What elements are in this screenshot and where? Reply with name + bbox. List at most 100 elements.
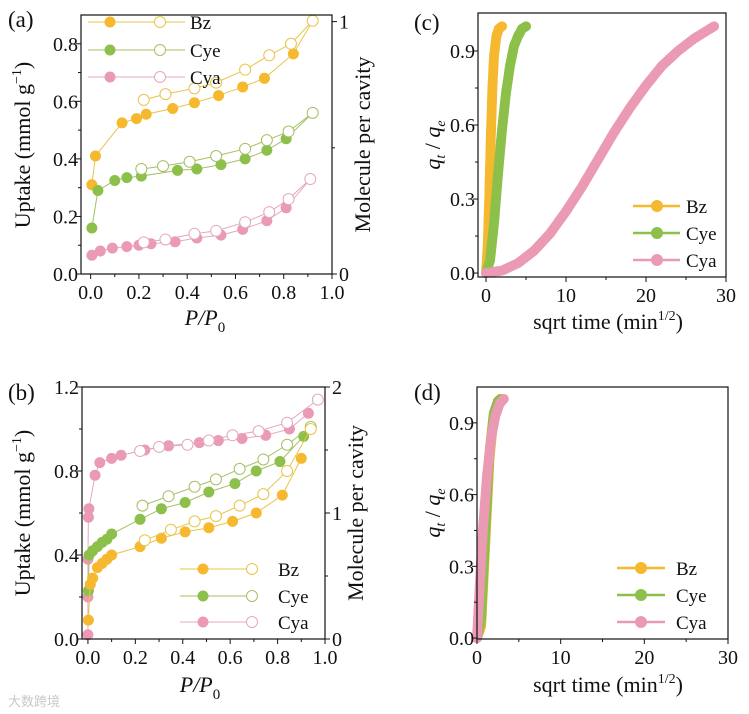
Cye-adsorption-point: [155, 503, 167, 515]
y-right-tick-label: 1: [339, 12, 349, 34]
series-Cye: [481, 21, 531, 279]
Bz-adsorption-point: [213, 90, 225, 102]
Bz-desorption-point: [257, 488, 270, 501]
y-tick-label: 0.9: [450, 41, 475, 63]
Cye-desorption-point: [239, 142, 252, 155]
Cye-desorption-point: [157, 160, 170, 173]
Bz-desorption-point: [281, 465, 294, 477]
y-label-end: ): [10, 62, 35, 69]
Cye-desorption-point: [209, 473, 222, 486]
Bz-desorption-point: [209, 510, 222, 523]
y-tick-label: 0.0: [450, 263, 475, 285]
Cya-desorption-point: [281, 416, 294, 429]
y-tick-label: 0.0: [54, 629, 79, 651]
y-label-sep: /: [420, 506, 445, 523]
legend-item-Cya: Cya: [88, 68, 221, 89]
series-Cye: [86, 106, 319, 234]
legend-marker-filled: [651, 200, 663, 212]
plot-frame: [80, 14, 333, 275]
x-tick-label: 30: [716, 285, 736, 307]
Bz-desorption-point: [210, 76, 223, 89]
Cye-adsorption-point: [179, 497, 191, 508]
legend-label: Cya: [278, 613, 309, 634]
Bz-adsorption-point: [179, 526, 191, 538]
y-axis-label: Uptake (mmol g−1): [10, 62, 35, 228]
x-tick-label: 0.0: [78, 282, 103, 304]
y-right-axis-label: Molecule per cavity: [350, 57, 375, 233]
Bz-adsorption-point: [188, 97, 200, 109]
Cye-adsorption-point: [86, 222, 98, 234]
Cya-desorption-point: [153, 440, 166, 453]
legend-marker-filled: [635, 562, 647, 574]
Cye-adsorption-point: [134, 513, 146, 525]
legend-marker-filled: [104, 44, 116, 56]
x-label-sup: 1/2: [658, 309, 676, 324]
Cya-desorption-point: [311, 393, 324, 406]
Cya-desorption-point: [239, 216, 252, 229]
Bz-desorption-point: [138, 534, 151, 547]
legend-marker-open: [246, 563, 258, 575]
x-tick-label: 30: [718, 647, 738, 669]
x-axis-label: P/P0: [179, 672, 221, 703]
Bz-adsorption-point: [89, 150, 101, 162]
legend-marker-filled: [635, 616, 647, 628]
Cya-desorption-point: [226, 429, 239, 442]
Cye-desorption-point: [136, 499, 149, 512]
Bz-desorption-point: [284, 37, 297, 50]
y-tick-label: 0.8: [54, 461, 79, 483]
Cya-adsorption-point: [82, 511, 94, 523]
Cye-adsorption-point: [191, 163, 203, 175]
plot-frame: [477, 12, 727, 278]
Cya-adsorption-point: [121, 241, 133, 253]
watermark: 大数跨境: [8, 695, 60, 710]
Bz-desorption-point: [304, 423, 317, 435]
legend-item-Bz: Bz: [180, 560, 299, 581]
y-label-q2: q: [420, 127, 445, 138]
Cya-desorption-point: [159, 233, 172, 246]
x-label-sup: 1/2: [658, 672, 676, 687]
legend-label: Cya: [190, 68, 221, 89]
x-tick-label: 0.0: [75, 647, 100, 669]
y-right-tick-label: 2: [332, 377, 342, 399]
Cye-desorption-point: [281, 438, 294, 451]
Cye-adsorption-point: [215, 159, 227, 171]
Cya-desorption-point: [188, 227, 201, 240]
legend-label: Cye: [278, 587, 309, 608]
panel-label: (a): [8, 7, 34, 32]
panel-a: 0.0 0.2 0.4 0.6 0.8 1.0 0.0 0.2 0.4 0.6 0.8 0 1 Molec…: [8, 7, 375, 336]
Cya-desorption-point: [202, 434, 215, 447]
legend: Bz Cye Cya: [633, 197, 717, 272]
legend-item-Cye: Cye: [88, 41, 221, 62]
Cye-desorption-point: [183, 155, 196, 168]
legend-marker-filled: [197, 590, 209, 602]
y-label-t: t: [434, 154, 449, 159]
y-label-q: q: [420, 159, 445, 170]
Cye-desorption-point: [306, 106, 319, 119]
Cye-desorption-point: [135, 162, 148, 175]
Cya-adsorption-point: [169, 236, 181, 248]
x-label-end: ): [676, 309, 683, 334]
y-right-tick-label: 0: [339, 264, 349, 286]
x-tick-label: 0: [481, 285, 491, 307]
y-tick-label: 0.8: [53, 34, 78, 56]
y-tick-label: 0.4: [53, 149, 78, 171]
Bz-desorption-point: [164, 523, 177, 536]
Bz-adsorption-point: [203, 522, 215, 534]
Cya-adsorption-point: [302, 407, 314, 419]
legend-marker-filled: [197, 563, 209, 575]
panel-label: (b): [8, 380, 35, 405]
y-label-e: e: [434, 488, 449, 494]
legend-label: Bz: [190, 13, 211, 34]
Cye-adsorption-point: [261, 144, 273, 156]
x-tick-label: 0.8: [265, 647, 290, 669]
x-label-sub: 0: [218, 320, 226, 336]
Bz-desorption-point: [188, 515, 201, 528]
panel-label: (c): [414, 10, 440, 35]
Cya-desorption-point: [304, 173, 317, 186]
Cya-adsorption-point: [89, 469, 101, 481]
y-label-q: q: [420, 527, 445, 538]
Cya-desorption-point: [181, 438, 194, 451]
legend-label: Cye: [676, 586, 707, 607]
legend-marker-filled: [651, 254, 663, 266]
y-right-tick-label: 1: [332, 503, 342, 525]
